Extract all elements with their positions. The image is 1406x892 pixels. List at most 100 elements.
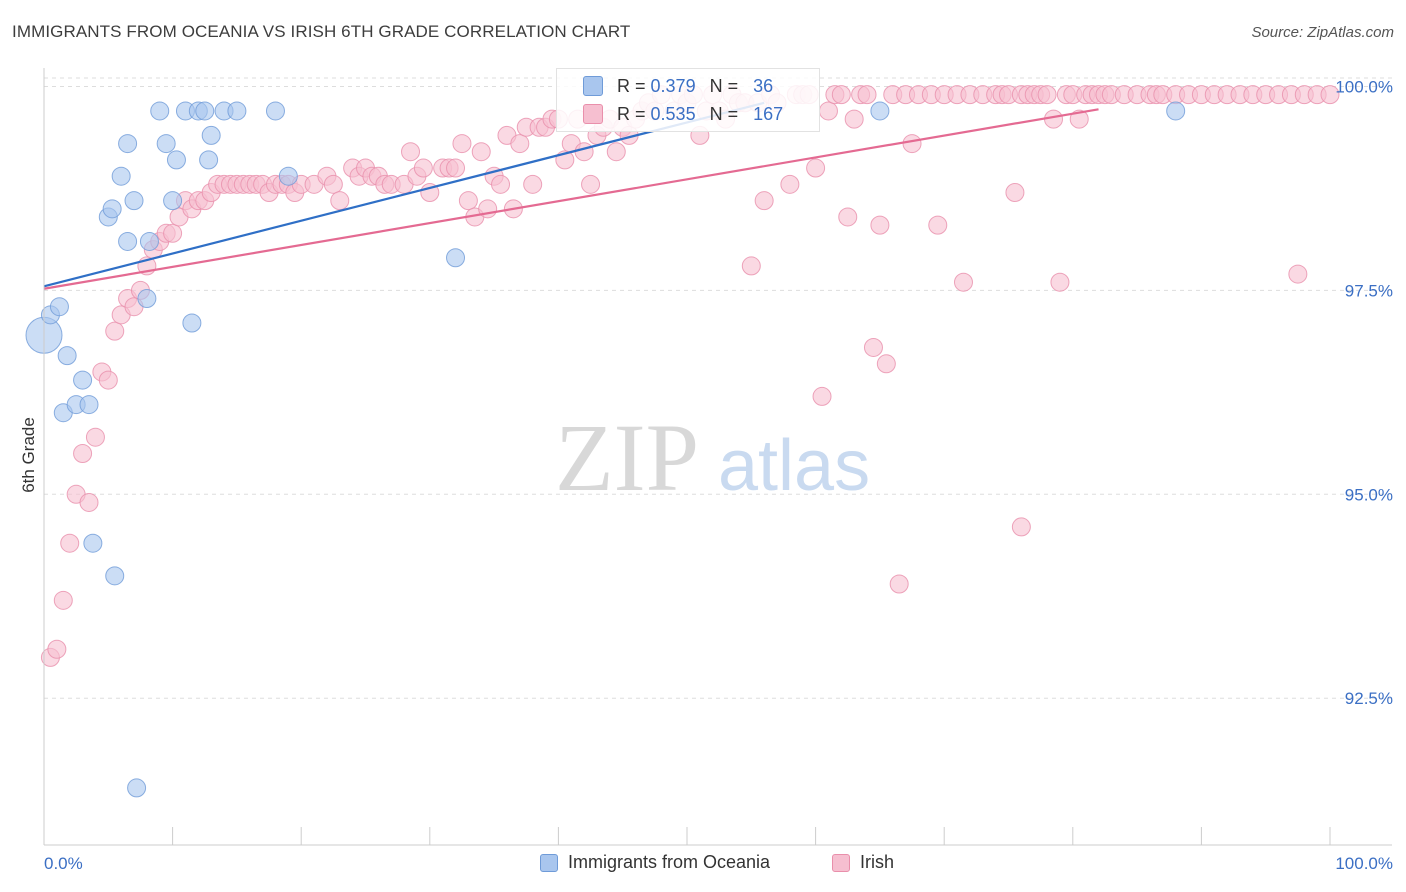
- oceania-point: [111, 166, 131, 186]
- irish-point: [330, 191, 350, 211]
- oceania-point: [265, 101, 285, 121]
- irish-point: [812, 386, 832, 406]
- oceania-point: [150, 101, 170, 121]
- irish-point: [446, 158, 466, 178]
- oceania-point: [446, 248, 466, 268]
- irish-point: [953, 272, 973, 292]
- watermark-atlas: atlas: [718, 426, 870, 506]
- irish-point: [780, 174, 800, 194]
- irish-point: [870, 215, 890, 235]
- irish-point: [1050, 272, 1070, 292]
- series-legend: Immigrants from Oceania Irish: [0, 852, 1406, 878]
- oceania-point: [118, 134, 138, 154]
- y-tick-label: 95.0%: [1345, 485, 1393, 504]
- irish-point: [163, 223, 183, 243]
- irish-point: [754, 191, 774, 211]
- y-tick-label: 92.5%: [1345, 689, 1393, 708]
- source-label: Source: ZipAtlas.com: [1251, 24, 1394, 41]
- oceania-point: [139, 231, 159, 251]
- irish-point: [1069, 109, 1089, 129]
- irish-point: [413, 158, 433, 178]
- oceania-point: [201, 125, 221, 145]
- irish-point: [105, 321, 125, 341]
- irish-point: [491, 174, 511, 194]
- y-axis-label: 6th Grade: [19, 417, 38, 493]
- stats-row-irish: R = 0.535 N = 167: [557, 101, 783, 127]
- irish-point: [581, 174, 601, 194]
- irish-point: [523, 174, 543, 194]
- irish-point: [863, 337, 883, 357]
- oceania-point: [118, 231, 138, 251]
- irish-trend-line: [43, 108, 1099, 290]
- oceania-point: [163, 191, 183, 211]
- legend-label-oceania: Immigrants from Oceania: [568, 852, 771, 872]
- oceania-point: [227, 101, 247, 121]
- irish-point: [606, 142, 626, 162]
- irish-point: [73, 444, 93, 463]
- y-tick-label: 97.5%: [1345, 281, 1393, 300]
- irish-point: [79, 492, 99, 512]
- oceania-point: [870, 101, 890, 121]
- irish-point: [1320, 85, 1340, 105]
- legend-label-irish: Irish: [860, 852, 895, 872]
- irish-point: [98, 370, 118, 390]
- oceania-point: [73, 370, 93, 390]
- irish-point: [458, 191, 478, 211]
- stats-swatch-irish: [583, 104, 603, 124]
- oceania-point: [83, 533, 103, 553]
- x-tick-label: 100.0%: [1335, 854, 1393, 873]
- irish-point: [928, 215, 948, 235]
- oceania-point: [278, 166, 298, 186]
- watermark-zip: ZIP: [555, 404, 699, 511]
- x-tick-label: 0.0%: [44, 854, 83, 873]
- stats-r-label: R =: [617, 103, 646, 124]
- irish-point: [574, 142, 594, 162]
- stats-n-value: 36: [753, 75, 774, 96]
- irish-point: [47, 639, 67, 659]
- oceania-point: [124, 191, 144, 211]
- y-tick-label: 100.0%: [1335, 77, 1393, 96]
- stats-row-oceania: R = 0.379 N = 36: [557, 73, 773, 99]
- legend-swatch-oceania: [540, 853, 558, 872]
- irish-point: [471, 142, 491, 162]
- irish-point: [323, 174, 343, 194]
- irish-point: [818, 101, 838, 121]
- oceania-point: [105, 566, 125, 586]
- irish-point: [844, 109, 864, 129]
- stats-legend: R = 0.379 N = 36 R = 0.535 N = 167: [556, 68, 820, 132]
- oceania-point: [166, 150, 186, 170]
- stats-n-label: N =: [709, 75, 739, 96]
- legend-item-oceania[interactable]: Immigrants from Oceania: [540, 852, 770, 873]
- irish-point: [510, 134, 530, 154]
- irish-point: [1011, 517, 1031, 537]
- oceania-point: [199, 150, 219, 170]
- oceania-point: [127, 778, 147, 798]
- oceania-point: [57, 346, 77, 366]
- irish-point: [1005, 183, 1025, 202]
- chart-title: IMMIGRANTS FROM OCEANIA VS IRISH 6TH GRA…: [12, 22, 631, 41]
- irish-point: [1288, 264, 1308, 284]
- stats-n-value: 167: [753, 103, 784, 124]
- stats-r-value: 0.535: [650, 103, 696, 124]
- irish-point: [401, 142, 421, 162]
- legend-item-irish[interactable]: Irish: [832, 852, 894, 873]
- irish-point: [85, 427, 105, 447]
- irish-point: [806, 158, 826, 178]
- oceania-point: [182, 313, 202, 333]
- irish-point: [741, 256, 761, 276]
- irish-point: [857, 85, 877, 105]
- stats-r-value: 0.379: [650, 75, 696, 96]
- irish-point: [889, 574, 909, 594]
- irish-point: [831, 85, 851, 105]
- oceania-point: [1166, 101, 1186, 121]
- oceania-point: [156, 134, 176, 154]
- irish-point: [53, 590, 73, 610]
- irish-point: [452, 134, 472, 154]
- stats-swatch-oceania: [583, 76, 603, 96]
- oceania-point: [79, 395, 99, 415]
- oceania-trend-line: [43, 101, 765, 288]
- irish-point: [902, 134, 922, 154]
- oceania-point: [195, 101, 215, 121]
- stats-r-label: R =: [617, 75, 646, 96]
